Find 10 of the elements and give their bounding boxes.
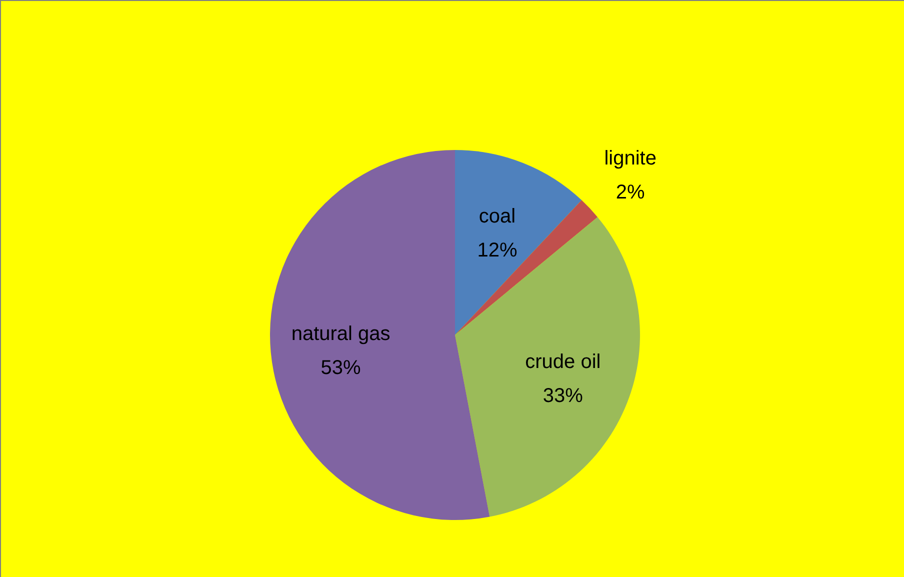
pie-slice: [455, 200, 598, 335]
data-label: 33%: [542, 384, 584, 407]
slice-label: crude oil: [525, 350, 601, 373]
data-label: 53%: [320, 356, 362, 379]
slice-label: lignite: [604, 147, 656, 170]
slice-label: natural gas: [291, 322, 390, 345]
slice-label: coal: [478, 205, 516, 228]
data-label: 12%: [477, 239, 518, 262]
data-label: 2%: [616, 181, 645, 204]
pie-slice: [455, 150, 582, 335]
